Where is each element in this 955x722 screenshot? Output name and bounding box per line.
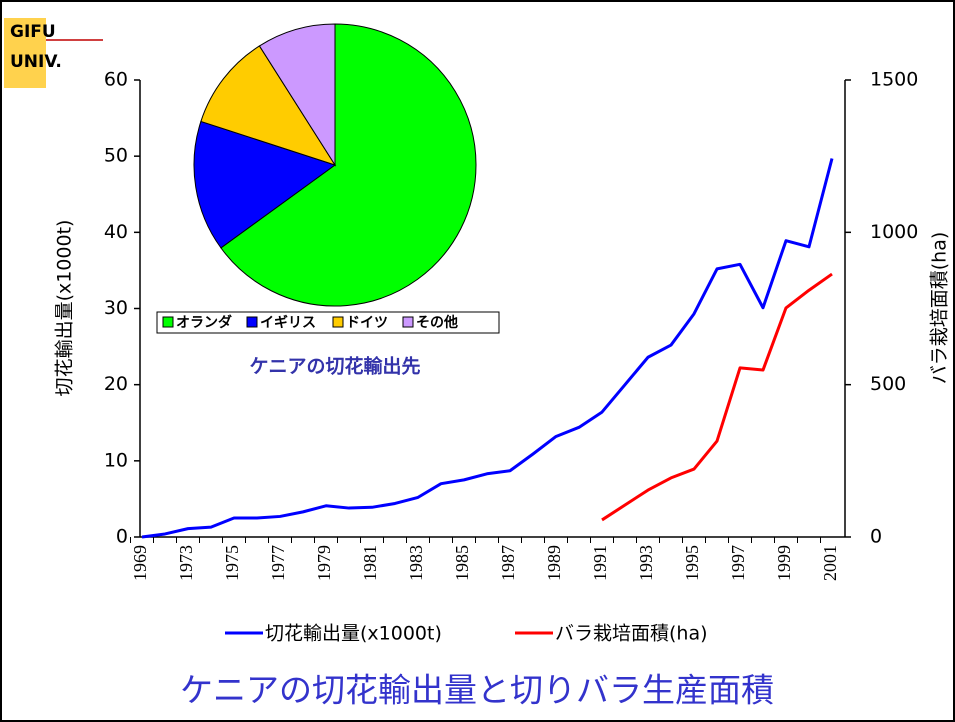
- x-tick-label: 1999: [774, 545, 794, 581]
- legend-label: オランダ: [176, 314, 232, 331]
- pie-slice: [258, 23, 336, 167]
- logo-text: UNIV.: [10, 52, 62, 72]
- legend-swatch: [402, 316, 414, 328]
- pie-slice: [220, 23, 477, 307]
- x-tick-label: 1989: [544, 545, 564, 581]
- legend-label: イギリス: [260, 314, 316, 331]
- legend-label: バラ栽培面積(ha): [555, 623, 708, 645]
- y2-axis-label: バラ栽培面積(ha): [929, 232, 951, 385]
- y-tick-label: 60: [104, 69, 128, 91]
- x-tick-label: 1979: [314, 545, 334, 581]
- y2-tick-label: 1000: [870, 221, 918, 243]
- x-tick-label: 1977: [268, 545, 288, 581]
- x-tick-label: 1997: [728, 545, 748, 581]
- chart-title: ケニアの切花輸出量と切りバラ生産面積: [180, 671, 774, 710]
- pie-title: ケニアの切花輸出先: [249, 355, 420, 378]
- logo-text: GIFU: [10, 22, 56, 42]
- x-tick-label: 1991: [590, 545, 610, 581]
- pie-slice: [193, 120, 337, 249]
- pie-slice: [200, 45, 337, 166]
- legend-swatch: [246, 316, 258, 328]
- legend-label: ドイツ: [346, 315, 388, 331]
- y-tick-label: 40: [104, 221, 128, 243]
- x-tick-label: 1969: [130, 545, 150, 581]
- y2-tick-label: 0: [870, 526, 882, 548]
- x-tick-label: 1975: [222, 545, 242, 581]
- series-line: [141, 158, 834, 539]
- legend-label: その他: [416, 314, 458, 331]
- y-tick-label: 50: [104, 145, 128, 167]
- x-tick-label: 1983: [406, 545, 426, 581]
- x-tick-label: 1995: [682, 545, 702, 581]
- y-tick-label: 0: [116, 526, 128, 548]
- legend-swatch: [162, 316, 174, 328]
- x-tick-label: 1981: [360, 545, 380, 581]
- y-tick-label: 10: [104, 449, 128, 471]
- legend-swatch: [332, 316, 344, 328]
- series-line: [601, 272, 833, 522]
- y-tick-label: 20: [104, 373, 128, 395]
- y-tick-label: 30: [104, 297, 128, 319]
- x-tick-label: 2001: [820, 545, 840, 581]
- x-tick-label: 1973: [176, 545, 196, 581]
- x-tick-label: 1993: [636, 545, 656, 581]
- logo-block: [4, 18, 46, 88]
- legend-label: 切花輸出量(x1000t): [265, 623, 442, 645]
- y-axis-label: 切花輸出量(x1000t): [54, 220, 76, 397]
- y2-tick-label: 1500: [870, 69, 918, 91]
- x-tick-label: 1987: [498, 545, 518, 581]
- y2-tick-label: 500: [870, 373, 906, 395]
- x-tick-label: 1985: [452, 545, 472, 581]
